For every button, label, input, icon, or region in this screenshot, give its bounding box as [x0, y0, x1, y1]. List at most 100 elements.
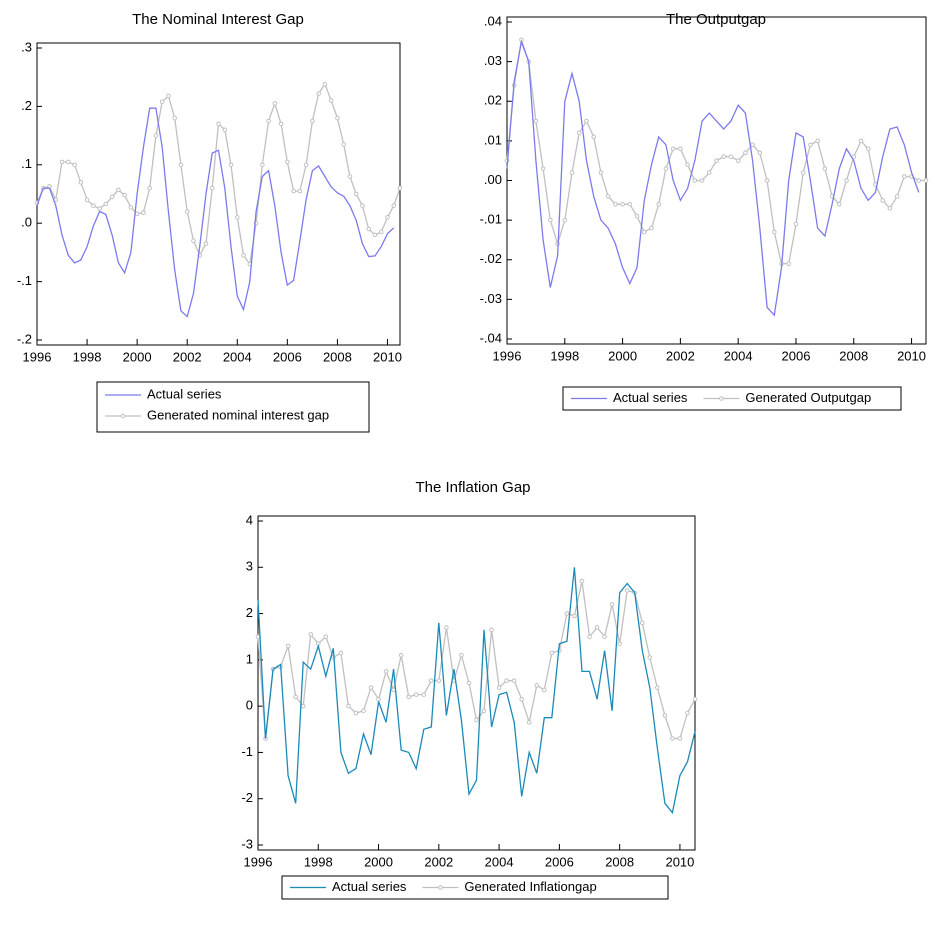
series-marker: [347, 174, 353, 179]
y-tick-label: .04: [484, 13, 502, 28]
series-marker: [714, 158, 719, 163]
series-marker: [147, 185, 152, 191]
y-tick-label: -3: [241, 836, 253, 851]
series-marker: [278, 121, 284, 127]
series-marker: [413, 692, 419, 697]
series-marker: [172, 115, 177, 121]
series-marker: [757, 150, 763, 156]
series-marker: [605, 194, 611, 199]
series-marker: [685, 162, 690, 167]
series-marker: [297, 188, 303, 194]
series-marker: [222, 127, 228, 133]
series-marker: [750, 142, 755, 148]
series-marker: [134, 211, 140, 217]
series-marker: [721, 154, 727, 160]
series-marker: [602, 634, 607, 640]
legend-label: Actual series: [332, 879, 407, 894]
x-tick-label: 2002: [173, 349, 202, 364]
series-marker: [584, 118, 589, 124]
series-line: [506, 39, 926, 265]
series-marker: [84, 197, 90, 203]
x-tick-label: 1998: [550, 348, 579, 363]
series-marker: [141, 210, 146, 215]
series-marker: [116, 187, 121, 193]
series-marker: [203, 241, 209, 246]
series-marker: [649, 225, 654, 231]
series-marker: [481, 708, 487, 714]
series-marker: [335, 115, 340, 121]
series-marker: [808, 142, 813, 148]
x-tick-label: 1998: [73, 349, 102, 364]
legend-box: [96, 381, 370, 433]
series-marker: [647, 655, 653, 660]
series-marker: [656, 201, 662, 207]
y-tick-label: .03: [484, 53, 502, 68]
x-tick-label: 1998: [304, 854, 333, 869]
series-marker: [858, 138, 864, 144]
series-marker: [902, 174, 907, 179]
series-marker: [564, 611, 570, 616]
series-marker: [576, 130, 582, 136]
series-marker: [459, 652, 464, 658]
series-marker: [372, 232, 378, 238]
series-marker: [397, 185, 403, 191]
y-tick-label: 1: [246, 651, 253, 666]
series-line: [257, 567, 696, 815]
chart-title: The Outputgap: [666, 11, 766, 28]
series-marker: [534, 683, 540, 688]
series-marker: [837, 201, 842, 207]
series-marker: [519, 696, 525, 702]
y-tick-label: -.1: [17, 273, 32, 288]
plot-frame: [257, 515, 696, 851]
series-marker: [591, 134, 596, 140]
series-marker: [72, 162, 77, 168]
series-marker: [97, 206, 102, 211]
series-marker: [308, 632, 314, 637]
y-tick-label: .01: [484, 132, 502, 147]
legend-label: Actual series: [147, 386, 222, 401]
series-marker: [353, 710, 359, 716]
series-marker: [474, 717, 479, 723]
series-marker: [594, 625, 600, 630]
series-marker: [59, 159, 65, 165]
y-tick-label: -.2: [17, 331, 32, 346]
series-line: [36, 82, 401, 266]
y-tick-label: 0: [246, 698, 253, 713]
series-marker: [346, 703, 351, 709]
series-marker: [376, 696, 381, 702]
series-marker: [391, 203, 397, 208]
series-marker: [587, 634, 592, 640]
series-marker: [728, 154, 734, 160]
y-tick-label: 4: [246, 512, 253, 527]
series-line: [506, 39, 920, 317]
series-marker: [677, 736, 683, 741]
legend-marker: [120, 413, 126, 419]
x-tick-label: 2008: [323, 349, 352, 364]
series-marker: [735, 158, 741, 163]
series-marker: [627, 201, 633, 207]
series-marker: [572, 613, 577, 619]
series-marker: [634, 213, 640, 219]
series-marker: [323, 634, 329, 640]
series-marker: [291, 188, 296, 194]
series-marker: [699, 178, 705, 183]
legend-box: [281, 875, 669, 900]
series-marker: [540, 166, 546, 171]
series-marker: [526, 720, 532, 725]
series-marker: [504, 678, 509, 683]
series-marker: [316, 91, 321, 96]
series-marker: [549, 650, 555, 656]
series-marker: [569, 170, 575, 175]
legend-label: Generated Inflationgap: [464, 879, 596, 894]
series-marker: [624, 588, 630, 593]
y-tick-label: -.01: [480, 212, 502, 227]
x-tick-label: 2000: [364, 854, 393, 869]
plot-frame: [506, 16, 927, 345]
series-marker: [184, 209, 190, 214]
series-marker: [562, 217, 568, 223]
series-marker: [368, 685, 374, 690]
series-marker: [579, 578, 585, 584]
series-marker: [122, 192, 127, 198]
series-marker: [428, 678, 434, 683]
series-marker: [444, 625, 449, 630]
